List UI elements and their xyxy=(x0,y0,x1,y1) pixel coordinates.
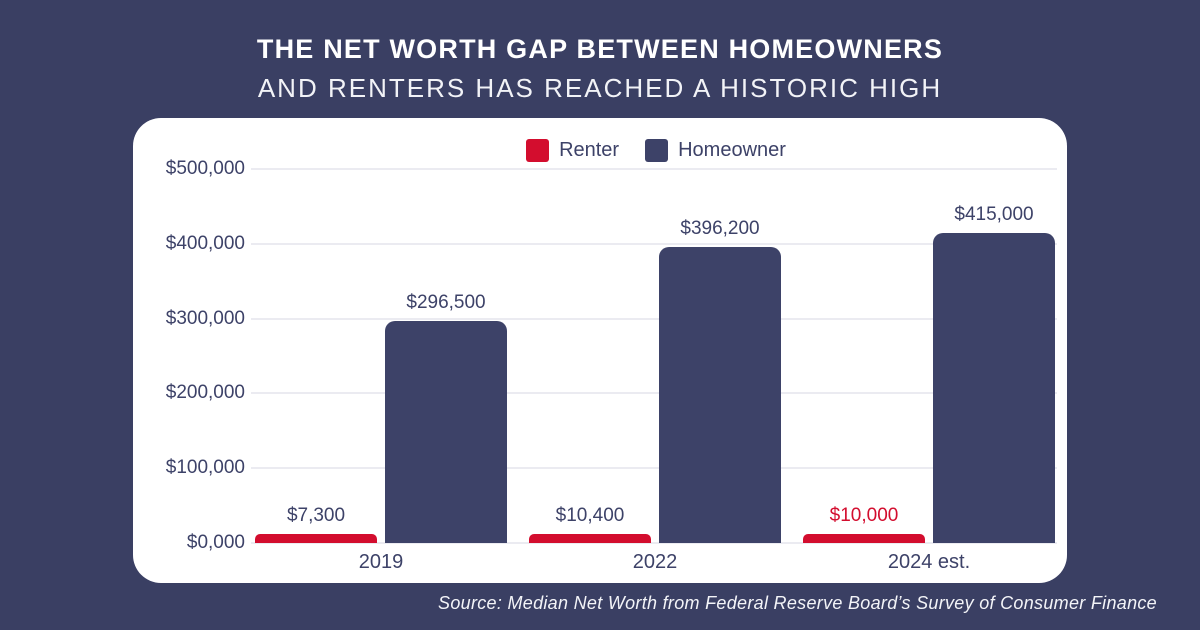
chart-title-line2: AND RENTERS HAS REACHED A HISTORIC HIGH xyxy=(257,73,943,103)
gridline xyxy=(251,317,1057,320)
bar-homeowner-2024-est xyxy=(933,232,1055,543)
bar-value-label-homeowner-2022: $396,200 xyxy=(680,217,760,239)
gridline xyxy=(251,467,1057,470)
y-tick-label: $400,000 xyxy=(165,232,245,254)
source-attribution: Source: Median Net Worth from Federal Re… xyxy=(438,593,1157,613)
chart-title-line1: THE NET WORTH GAP BETWEEN HOMEOWNERS xyxy=(256,34,944,64)
bar-value-label-homeowner-2024-est: $415,000 xyxy=(954,203,1034,225)
chart-legend: Renter Homeowner xyxy=(255,137,1057,163)
bar-value-label-renter-2024-est: $10,000 xyxy=(829,505,899,526)
y-axis: $0,000 $100,000 $200,000 $300,000 $400,000 $5… xyxy=(133,158,245,553)
legend-swatch-renter xyxy=(526,138,550,162)
y-tick-label: $500,000 xyxy=(165,158,245,179)
x-category-label-2019: 2019 xyxy=(358,551,404,573)
gridline xyxy=(251,542,1057,544)
legend-item-renter: Renter xyxy=(526,138,620,162)
bar-value-label-renter-2019: $7,300 xyxy=(286,505,346,526)
bar-renter-2022 xyxy=(529,534,651,543)
gridline xyxy=(251,242,1057,245)
legend-item-homeowner: Homeowner xyxy=(645,138,786,162)
bar-homeowner-2022 xyxy=(659,246,781,543)
y-tick-label: $200,000 xyxy=(165,382,245,404)
chart-title: THE NET WORTH GAP BETWEEN HOMEOWNERS AND… xyxy=(0,33,1200,105)
bar-value-label-homeowner-2019: $296,500 xyxy=(406,292,486,314)
x-category-label-2022: 2022 xyxy=(632,551,678,573)
legend-label: Homeowner xyxy=(678,138,786,161)
bar-renter-2019 xyxy=(255,534,377,543)
y-tick-label: $300,000 xyxy=(165,307,245,329)
gridline xyxy=(251,168,1057,170)
chart-card: Renter Homeowner $0,000 $100,000 $200,000 $3… xyxy=(133,118,1067,583)
x-category-label-2024-est: 2024 est. xyxy=(887,551,971,573)
y-tick-label: $0,000 xyxy=(186,532,245,553)
bar-homeowner-2019 xyxy=(385,321,507,543)
gridline xyxy=(251,392,1057,395)
bar-renter-2024-est xyxy=(803,534,925,543)
plot-area: $7,300 $296,500 2019 $10,400 $396,200 2022 $10… xyxy=(251,168,1057,573)
legend-label: Renter xyxy=(559,138,620,161)
legend-swatch-homeowner xyxy=(645,138,669,162)
bar-value-label-renter-2022: $10,400 xyxy=(555,505,625,526)
y-tick-label: $100,000 xyxy=(165,457,245,479)
